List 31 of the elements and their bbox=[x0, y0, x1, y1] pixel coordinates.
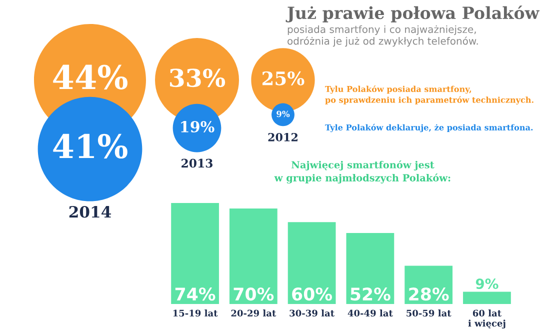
bar bbox=[171, 203, 219, 304]
category-label: 2013 bbox=[182, 158, 212, 168]
chart-title: Najwięcej smartfonów jest w grupie najmłodszych Polaków: bbox=[274, 160, 450, 184]
bar bbox=[229, 208, 278, 304]
x-tick-label: 60 lat i więcej bbox=[468, 310, 506, 329]
data-label: 28% bbox=[409, 288, 449, 301]
x-tick-label: 20-29 lat bbox=[231, 310, 276, 317]
data-label: 9% bbox=[276, 110, 290, 118]
data-label: 33% bbox=[170, 68, 226, 88]
data-label: 52% bbox=[350, 288, 390, 301]
text: Tyle Polaków deklaruje, że posiada smartfona. bbox=[325, 124, 533, 132]
x-tick-label: 50-59 lat bbox=[406, 310, 452, 317]
bar bbox=[288, 222, 336, 304]
text: Już prawie połowa Polaków bbox=[286, 6, 540, 22]
series-label: Tylu Polaków posiada smartfony, po sprawdzeniu ich parametrów technicznych. bbox=[325, 85, 534, 105]
data-label: 74% bbox=[175, 288, 216, 301]
category-label: 2014 bbox=[69, 206, 112, 218]
x-tick-label: 30-39 lat bbox=[290, 310, 334, 317]
x-tick-label: 40-49 lat bbox=[348, 310, 393, 317]
data-label: 19% bbox=[181, 121, 214, 132]
data-label: 70% bbox=[234, 288, 274, 301]
bar bbox=[346, 233, 394, 304]
data-label: 9% bbox=[476, 278, 498, 290]
x-tick-label: 15-19 lat bbox=[173, 310, 218, 317]
data-label: 60% bbox=[292, 288, 332, 301]
data-label: 44% bbox=[53, 64, 128, 90]
data-label: 41% bbox=[53, 134, 128, 159]
bar bbox=[463, 292, 511, 304]
text: posiada smartfony i co najważniejsze, odróżnia je już od zwykłych telefonów. bbox=[288, 25, 478, 47]
data-label: 25% bbox=[262, 71, 304, 86]
category-label: 2012 bbox=[268, 132, 298, 142]
